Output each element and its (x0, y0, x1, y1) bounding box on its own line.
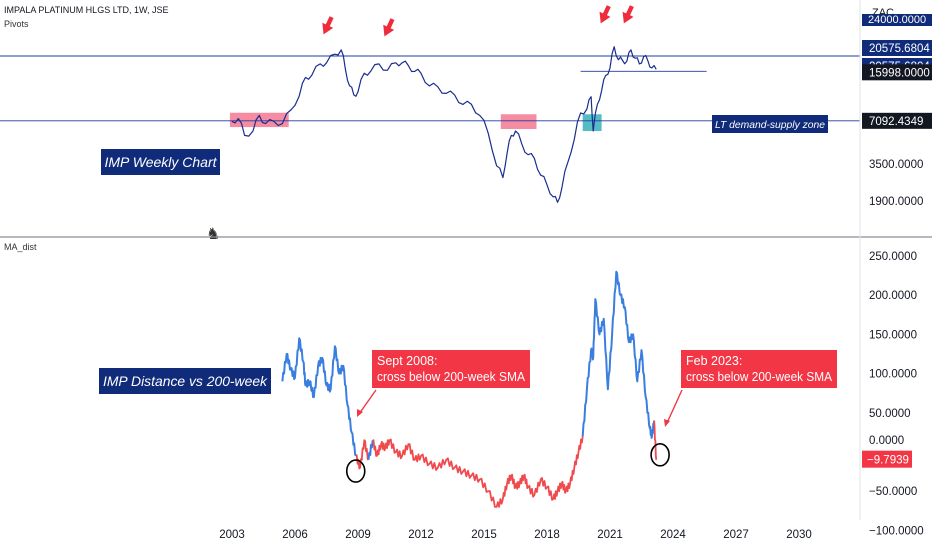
axis-price-tick-2: 1900.0000 (869, 196, 923, 208)
zone-label: LT demand-supply zone (712, 115, 828, 133)
note-2023: Feb 2023: cross below 200-week SMA (681, 350, 837, 388)
note-2023-line2: cross below 200-week SMA (686, 370, 833, 384)
note-2008-line1: Sept 2008: (377, 354, 437, 368)
x-axis-tick-2003: 2003 (219, 529, 245, 541)
axis-price-box-text: 15998.0000 (869, 67, 930, 79)
ma-dist-indicator-label[interactable]: MA_dist (4, 242, 37, 252)
axis-top-partial-bg (862, 14, 932, 26)
red-arrow-2 (383, 18, 395, 37)
x-axis-tick-2006: 2006 (282, 529, 308, 541)
pivots-indicator-label[interactable]: Pivots (4, 19, 29, 29)
axis-price-box-1: 20575.6804 (862, 40, 932, 56)
zone-label-text: LT demand-supply zone (715, 119, 825, 131)
pink-zone-2 (500, 114, 537, 130)
price-line (231, 46, 657, 203)
x-axis-tick-2018: 2018 (534, 529, 560, 541)
distance-title-label: IMP Distance vs 200-week (99, 368, 271, 394)
red-arrow-1 (322, 16, 334, 35)
weekly-title-bg (101, 149, 220, 175)
note-2008-pointer (358, 389, 377, 415)
axis-distance-tick-5: 100.0000 (869, 369, 917, 381)
red-arrow-4 (622, 5, 634, 24)
red-arrow-3 (599, 5, 611, 24)
note-2023-pointer (666, 389, 683, 424)
symbol-title: IMPALA PLATINUM HLGS LTD, 1W, JSE (4, 5, 169, 15)
distance-line-blue-3 (367, 440, 374, 460)
axis-distance-tick-8: 250.0000 (869, 251, 917, 263)
x-axis-tick-2027: 2027 (723, 529, 749, 541)
axis-distance-tick-6: 150.0000 (869, 329, 917, 341)
x-axis-tick-2030: 2030 (786, 529, 812, 541)
axis-price-box-3: 15998.0000 (862, 64, 932, 81)
x-axis-tick-2015: 2015 (471, 529, 497, 541)
axis-price-box-zone: 7092.4349 (862, 112, 932, 129)
last-value-bg (862, 450, 912, 468)
axis-distance-tick-1: −100.0000 (869, 525, 924, 537)
last-value-box: −9.7939 (862, 450, 912, 468)
note-2008-line2: cross below 200-week SMA (377, 370, 526, 384)
red-arrow-head (622, 11, 634, 24)
zone-label-bg (712, 115, 828, 133)
axis-top-partial-text: 24000.0000 (868, 14, 926, 26)
dino-logo-icon: ♞ (206, 224, 220, 243)
distance-title-text: IMP Distance vs 200-week (103, 373, 268, 389)
x-axis-tick-2024: 2024 (660, 529, 686, 541)
x-axis-tick-2012: 2012 (408, 529, 434, 541)
axis-price-box-text: 7092.4349 (869, 116, 923, 128)
last-value-text: −9.7939 (867, 455, 909, 467)
axis-price-box-bg (862, 64, 932, 81)
x-axis-tick-2021: 2021 (597, 529, 623, 541)
annotation-layer: IMP Weekly Chart LT demand-supply zone IMP… (99, 115, 837, 427)
distance-line-red-6 (653, 420, 658, 460)
red-arrow-shaft (325, 16, 334, 28)
note-2023-bg (681, 350, 837, 388)
note-2008-bg (372, 350, 530, 388)
axis-distance-tick-4: 50.0000 (869, 408, 911, 420)
axis-distance-tick-2: −50.0000 (869, 486, 917, 498)
axis-top-partial: 24000.0000 (862, 14, 932, 26)
red-arrow-shaft (625, 5, 634, 17)
axis-distance-tick-7: 200.0000 (869, 290, 917, 302)
distance-line-red-2 (355, 439, 370, 470)
axis-price-box-bg (862, 112, 932, 129)
weekly-title-label: IMP Weekly Chart (101, 149, 220, 175)
note-2023-line1: Feb 2023: (686, 354, 742, 368)
axis-price-box-bg (862, 40, 932, 56)
weekly-title-text: IMP Weekly Chart (105, 154, 218, 170)
weekly-price-panel: ♞ (0, 5, 860, 243)
distance-title-bg (99, 368, 271, 394)
distance-line-red-4 (372, 436, 584, 508)
axis-distance-tick-zero: 0.0000 (869, 435, 904, 447)
note-2008-pointer-head (357, 409, 363, 417)
crossing-circle-2 (650, 443, 670, 467)
distance-line-blue-1 (281, 337, 357, 457)
note-2023-pointer-head (664, 419, 670, 427)
red-arrow-head (599, 11, 611, 24)
ma-distance-panel (281, 270, 670, 508)
red-arrow-head (322, 22, 334, 35)
x-axis-tick-2009: 2009 (345, 529, 371, 541)
red-arrow-shaft (602, 5, 611, 17)
pink-zone-1 (229, 112, 289, 128)
axis-price-tick-1: 3500.0000 (869, 159, 923, 171)
red-arrow-head (383, 24, 395, 37)
crossing-circle-1 (345, 459, 366, 483)
red-arrow-shaft (386, 18, 395, 30)
note-2008: Sept 2008: cross below 200-week SMA (372, 350, 530, 388)
distance-line-blue-5 (581, 270, 656, 439)
axis-price-box-text: 20575.6804 (869, 43, 930, 55)
